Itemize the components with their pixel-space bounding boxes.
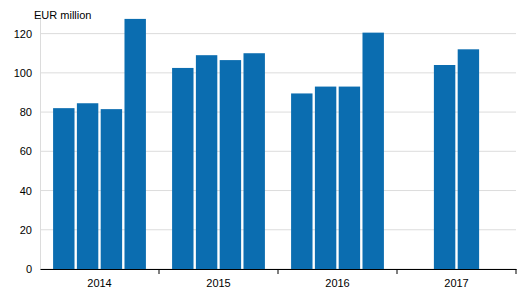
y-tick-label: 120 bbox=[14, 28, 32, 40]
plot: 0 20 40 60 80 100 120 2014 2015 2016 2017 bbox=[14, 15, 517, 289]
y-tick: 120 bbox=[14, 28, 40, 40]
x-tick-label: 2014 bbox=[87, 277, 111, 289]
bar bbox=[434, 65, 455, 269]
y-tick-label: 0 bbox=[26, 263, 32, 275]
y-tick: 0 bbox=[26, 263, 40, 275]
group-separator bbox=[159, 269, 160, 274]
bar bbox=[101, 109, 122, 269]
y-axis-title: EUR million bbox=[34, 9, 91, 21]
y-tick-label: 80 bbox=[20, 106, 32, 118]
x-tick: 2017 bbox=[444, 269, 468, 289]
x-tick: 2016 bbox=[325, 269, 349, 289]
x-tick-label: 2015 bbox=[206, 277, 230, 289]
y-tick: 80 bbox=[20, 106, 40, 118]
y-tick: 20 bbox=[20, 224, 40, 236]
y-axis: 0 20 40 60 80 100 120 bbox=[14, 15, 41, 276]
chart: 0 20 40 60 80 100 120 2014 2015 2016 2017 EUR milli… bbox=[0, 0, 529, 302]
y-tick-label: 20 bbox=[20, 224, 32, 236]
x-tick: 2015 bbox=[206, 269, 230, 289]
bar bbox=[220, 60, 241, 269]
y-tick: 100 bbox=[14, 67, 40, 79]
bar bbox=[339, 87, 360, 269]
group-separator bbox=[397, 269, 398, 274]
bar bbox=[77, 103, 98, 269]
y-axis-line bbox=[40, 15, 41, 270]
group-separator bbox=[516, 269, 517, 274]
bar bbox=[291, 93, 312, 269]
bar bbox=[196, 55, 217, 269]
group-separator bbox=[278, 269, 279, 274]
bar bbox=[124, 19, 145, 269]
x-tick-label: 2016 bbox=[325, 277, 349, 289]
y-tick-label: 40 bbox=[20, 185, 32, 197]
grid-line bbox=[40, 33, 516, 34]
y-tick-label: 60 bbox=[20, 145, 32, 157]
bar bbox=[53, 108, 74, 269]
bars bbox=[53, 19, 479, 269]
bar bbox=[243, 53, 264, 269]
x-tick-label: 2017 bbox=[444, 277, 468, 289]
x-axis: 2014 2015 2016 2017 bbox=[41, 269, 517, 289]
y-tick: 60 bbox=[20, 145, 40, 157]
group-separators bbox=[159, 269, 516, 274]
y-tick: 40 bbox=[20, 185, 40, 197]
x-tick: 2014 bbox=[87, 269, 111, 289]
y-tick-label: 100 bbox=[14, 67, 32, 79]
grid bbox=[40, 34, 516, 269]
bar bbox=[172, 68, 193, 269]
bar bbox=[458, 49, 479, 269]
bar bbox=[362, 33, 383, 269]
bar bbox=[315, 87, 336, 269]
